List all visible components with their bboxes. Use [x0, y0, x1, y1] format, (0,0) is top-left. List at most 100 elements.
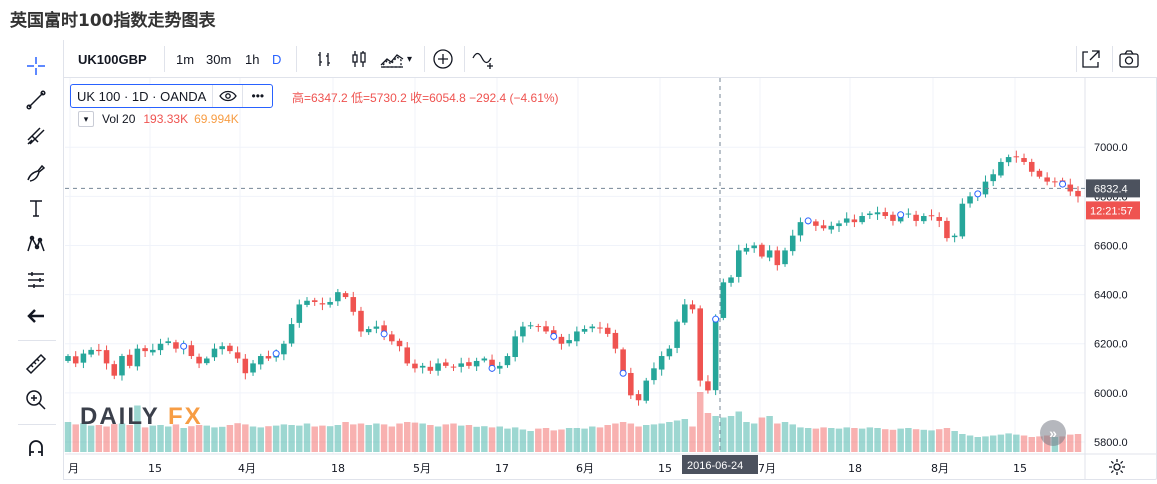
- candle-body: [142, 348, 148, 352]
- ruler-icon[interactable]: [22, 350, 50, 378]
- brush-icon[interactable]: [22, 158, 50, 186]
- volume-bar: [465, 425, 473, 452]
- scroll-to-realtime-button[interactable]: »: [1040, 420, 1066, 446]
- candle-body: [936, 216, 942, 221]
- magnet-icon[interactable]: [22, 434, 50, 462]
- volume-bar: [457, 425, 465, 452]
- candle-body: [327, 301, 333, 305]
- fib-tool-icon[interactable]: [22, 122, 50, 150]
- volume-bar: [712, 416, 719, 452]
- volume-bar: [696, 392, 704, 452]
- candle-body: [458, 363, 464, 367]
- candle-body: [1036, 170, 1043, 177]
- volume-bar: [411, 422, 419, 452]
- interval-30m[interactable]: 30m: [206, 51, 232, 67]
- candle-body: [296, 304, 303, 323]
- candle-body: [998, 161, 1004, 176]
- volume-bar: [450, 423, 457, 452]
- camera-icon[interactable]: [1118, 40, 1140, 78]
- volume-bar: [666, 422, 673, 452]
- volume-bar: [535, 428, 542, 452]
- pattern-tool-icon[interactable]: [22, 230, 50, 258]
- candle-body: [1075, 190, 1081, 197]
- countdown-badge: [1086, 201, 1140, 220]
- candle-body: [820, 225, 827, 229]
- volume-bar: [727, 416, 735, 452]
- series-legend[interactable]: UK 100 · 1D · OANDA •••: [70, 84, 274, 108]
- fullscreen-icon[interactable]: [1080, 40, 1102, 78]
- trend-line-icon[interactable]: [22, 86, 50, 114]
- collapse-chevron-icon[interactable]: ▾: [78, 111, 94, 127]
- candle-body: [350, 297, 357, 312]
- interval-d[interactable]: D: [272, 51, 282, 67]
- toolbar-divider: [18, 340, 56, 341]
- candle-body: [766, 250, 773, 258]
- crosshair-icon[interactable]: [22, 52, 50, 80]
- candle-body: [574, 331, 580, 342]
- candle-body: [234, 352, 241, 359]
- volume-bar: [897, 428, 904, 452]
- volume-bar: [542, 428, 550, 452]
- time-tick-label: 18: [848, 462, 862, 475]
- candle-body: [150, 349, 156, 353]
- chevron-down-icon[interactable]: ▾: [407, 53, 413, 65]
- volume-bar: [920, 429, 928, 452]
- interval-1m[interactable]: 1m: [176, 51, 195, 67]
- candle-body: [466, 362, 472, 366]
- volume-bar: [218, 426, 226, 452]
- candle-body: [905, 213, 912, 215]
- candle-body: [651, 368, 657, 381]
- volume-bar: [527, 431, 534, 452]
- add-indicator-icon[interactable]: [432, 40, 454, 78]
- prediction-tool-icon[interactable]: [22, 266, 50, 294]
- volume-bar: [157, 425, 164, 452]
- candle-body: [566, 340, 572, 344]
- candle-body: [921, 216, 927, 222]
- volume-bar: [989, 435, 997, 452]
- volume-bar: [473, 426, 480, 452]
- candle-body: [951, 235, 958, 238]
- text-tool-icon[interactable]: [22, 194, 50, 222]
- candle-body: [859, 216, 865, 223]
- event-marker: [1059, 180, 1067, 188]
- candle-body: [342, 293, 349, 298]
- volume-bar: [1059, 436, 1066, 452]
- volume-bar: [334, 425, 342, 452]
- area-style-icon[interactable]: [380, 40, 404, 78]
- symbol-search[interactable]: UK100GBP: [78, 51, 147, 67]
- volume-bar: [550, 430, 557, 452]
- candle-body: [427, 366, 434, 371]
- bar-style-icon[interactable]: [316, 40, 334, 78]
- volume-bar: [118, 423, 126, 452]
- zoom-in-icon[interactable]: [22, 386, 50, 414]
- volume-bar: [596, 427, 604, 452]
- candle-body: [250, 363, 256, 373]
- volume-bar: [111, 424, 118, 452]
- volume-bar: [141, 427, 149, 452]
- time-tick-label: 6月: [576, 462, 594, 475]
- candle-style-icon[interactable]: [350, 40, 368, 78]
- volume-bar: [95, 425, 103, 452]
- back-arrow-icon[interactable]: [22, 302, 50, 330]
- price-tick-label: 6000.0: [1094, 388, 1128, 400]
- candle-body: [157, 343, 164, 351]
- volume-bar: [581, 428, 588, 452]
- volume-bar: [974, 437, 982, 452]
- top-toolbar: UK100GBP 1m 30m 1h D ▾: [64, 40, 1157, 78]
- candle-body: [489, 359, 495, 369]
- gear-icon[interactable]: [1106, 456, 1128, 478]
- event-marker: [272, 350, 280, 358]
- event-marker: [804, 217, 812, 225]
- eye-icon[interactable]: [212, 85, 242, 107]
- more-button[interactable]: •••: [242, 85, 272, 107]
- volume-bar: [126, 425, 133, 452]
- volume-bar: [627, 423, 635, 452]
- volume-bar: [195, 425, 203, 452]
- volume-bar: [442, 424, 450, 452]
- event-marker: [897, 211, 905, 219]
- volume-bar: [311, 426, 318, 452]
- compare-icon[interactable]: [472, 40, 498, 78]
- price-tick-label: 6400.0: [1094, 290, 1128, 302]
- interval-1h[interactable]: 1h: [245, 51, 260, 67]
